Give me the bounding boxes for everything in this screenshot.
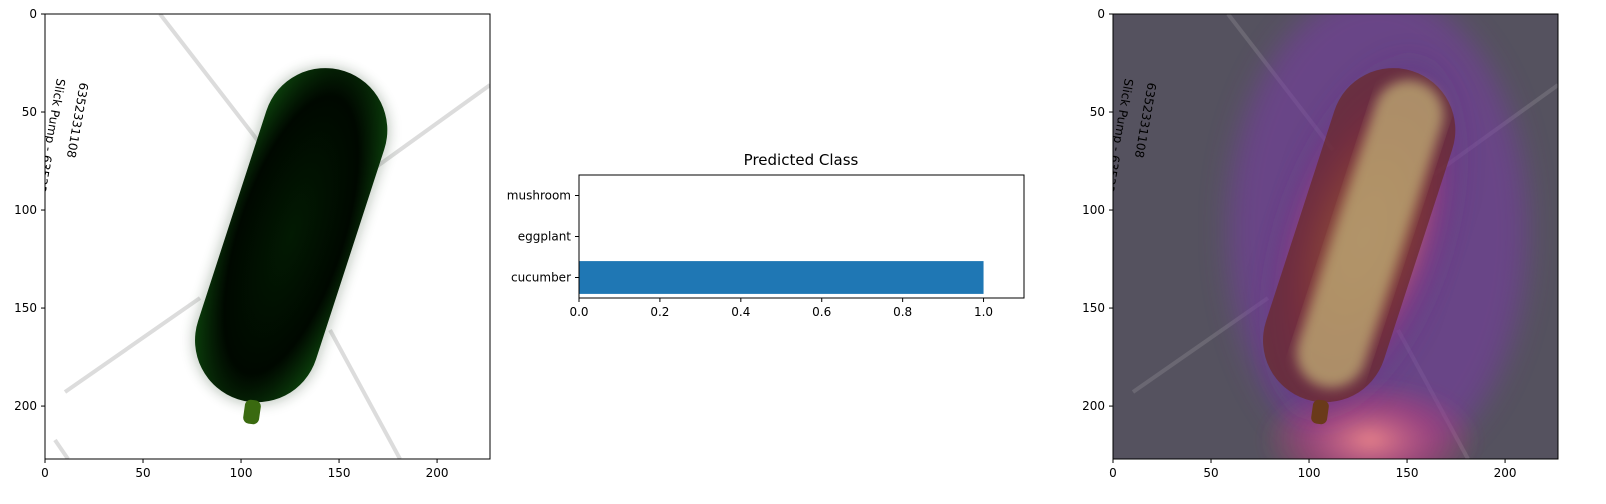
right-heatmap-panel: Slick Pump - 6352331108 6352331108 0 50 10…: [1082, 7, 1559, 480]
right-heatmap-axes: 0 50 100 150 200 0 50 100 150 200: [1082, 7, 1516, 480]
bar-cucumber: [579, 261, 984, 294]
left-image-x-tick-label: 0: [41, 466, 49, 480]
left-image-y-tick-label: 150: [14, 301, 37, 315]
right-heatmap-y-tick-label: 50: [1090, 105, 1105, 119]
right-heatmap-x-tick-label: 150: [1396, 466, 1419, 480]
right-heatmap-x-tick-label: 0: [1109, 466, 1117, 480]
bar-y-axis: cucumber eggplant mushroom: [507, 189, 579, 285]
left-image-x-tick-label: 50: [135, 466, 150, 480]
bar-chart-panel: Predicted Class 0.0 0.2 0.4 0.6 0.8 1.0 cucum…: [507, 151, 1025, 319]
left-image-y-tick-label: 200: [14, 399, 37, 413]
left-image-panel: Slick Pump - 6352331108 6352331108 0 50 10…: [14, 7, 491, 480]
right-heatmap-y-tick-label: 100: [1082, 203, 1105, 217]
right-heatmap-y-tick-label: 200: [1082, 399, 1105, 413]
right-heatmap-x-tick-label: 100: [1298, 466, 1321, 480]
bar-group: [579, 261, 984, 294]
cucumber-image: Slick Pump - 6352331108 6352331108: [45, 14, 490, 459]
right-heatmap-y-tick-label: 150: [1082, 301, 1105, 315]
x-tick-label: 0.2: [650, 305, 669, 319]
left-image-y-tick-label: 50: [22, 105, 37, 119]
right-heatmap-x-tick-label: 50: [1203, 466, 1218, 480]
x-tick-label: 0.8: [893, 305, 912, 319]
right-heatmap-y-tick-label: 0: [1097, 7, 1105, 21]
y-tick-label-mushroom: mushroom: [507, 189, 571, 203]
x-tick-label: 0.0: [569, 305, 588, 319]
x-tick-label: 0.6: [812, 305, 831, 319]
y-tick-label-cucumber: cucumber: [511, 271, 571, 285]
y-tick-label-eggplant: eggplant: [518, 230, 572, 244]
chart-title: Predicted Class: [744, 151, 859, 169]
left-image-axes: 0 50 100 150 200 0 50 100 150 200: [14, 7, 448, 480]
left-image-y-tick-label: 100: [14, 203, 37, 217]
left-image-x-tick-label: 200: [426, 466, 449, 480]
left-image-x-tick-label: 150: [328, 466, 351, 480]
bar-x-axis: 0.0 0.2 0.4 0.6 0.8 1.0: [569, 298, 993, 319]
heatmap-overlay-image: Slick Pump - 6352331108 6352331108: [1113, 14, 1558, 459]
x-tick-label: 1.0: [974, 305, 993, 319]
right-heatmap-x-tick-label: 200: [1494, 466, 1517, 480]
left-image-y-tick-label: 0: [29, 7, 37, 21]
x-tick-label: 0.4: [731, 305, 750, 319]
left-image-x-tick-label: 100: [230, 466, 253, 480]
